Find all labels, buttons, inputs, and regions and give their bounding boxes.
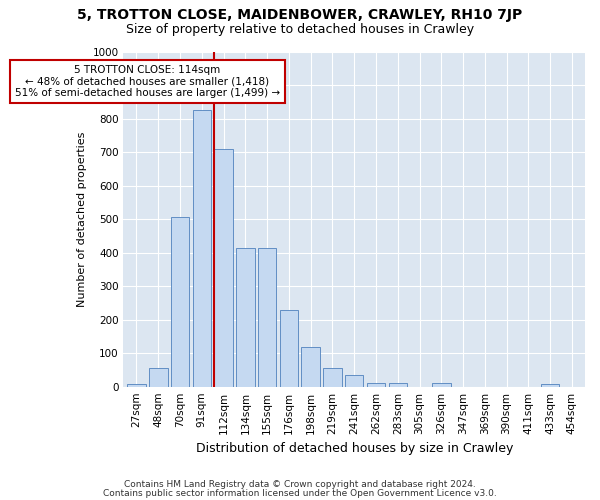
Y-axis label: Number of detached properties: Number of detached properties bbox=[77, 132, 87, 307]
Text: Size of property relative to detached houses in Crawley: Size of property relative to detached ho… bbox=[126, 22, 474, 36]
Bar bbox=[258, 248, 277, 386]
Text: Contains public sector information licensed under the Open Government Licence v3: Contains public sector information licen… bbox=[103, 488, 497, 498]
Bar bbox=[193, 110, 211, 386]
Text: 5, TROTTON CLOSE, MAIDENBOWER, CRAWLEY, RH10 7JP: 5, TROTTON CLOSE, MAIDENBOWER, CRAWLEY, … bbox=[77, 8, 523, 22]
Bar bbox=[389, 382, 407, 386]
Bar bbox=[280, 310, 298, 386]
Text: 5 TROTTON CLOSE: 114sqm
← 48% of detached houses are smaller (1,418)
51% of semi: 5 TROTTON CLOSE: 114sqm ← 48% of detache… bbox=[15, 65, 280, 98]
Bar bbox=[127, 384, 146, 386]
Bar bbox=[541, 384, 559, 386]
Bar bbox=[171, 218, 189, 386]
Bar bbox=[236, 248, 254, 386]
Bar bbox=[345, 375, 364, 386]
Bar bbox=[367, 382, 385, 386]
Bar bbox=[149, 368, 167, 386]
Bar bbox=[214, 148, 233, 386]
Text: Contains HM Land Registry data © Crown copyright and database right 2024.: Contains HM Land Registry data © Crown c… bbox=[124, 480, 476, 489]
X-axis label: Distribution of detached houses by size in Crawley: Distribution of detached houses by size … bbox=[196, 442, 513, 455]
Bar bbox=[323, 368, 341, 386]
Bar bbox=[432, 382, 451, 386]
Bar bbox=[301, 348, 320, 387]
